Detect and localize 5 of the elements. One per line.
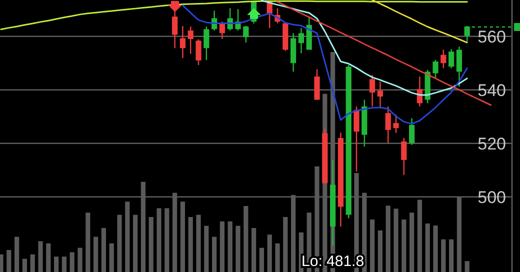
y-tick-label: 500: [478, 188, 506, 207]
annotation: Lo: 481.8: [302, 253, 364, 270]
y-tick-label: 560: [478, 27, 506, 46]
y-tick-label: 520: [478, 134, 506, 154]
y-tick-label: 540: [478, 80, 506, 100]
